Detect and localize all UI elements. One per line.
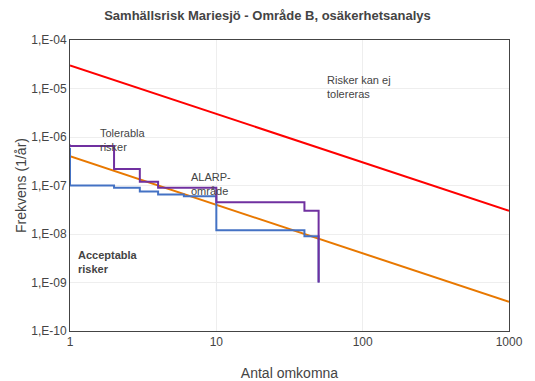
svg-text:Acceptablarisker: Acceptablarisker xyxy=(78,249,138,275)
svg-text:1,E-06: 1,E-06 xyxy=(31,130,67,144)
svg-text:Risker kan ejtolereras: Risker kan ejtolereras xyxy=(327,74,391,100)
svg-text:Tolerablarisker: Tolerablarisker xyxy=(100,127,146,153)
svg-text:ALARP-område: ALARP-område xyxy=(191,171,231,197)
svg-text:1,E-08: 1,E-08 xyxy=(31,227,67,241)
svg-text:1,E-04: 1,E-04 xyxy=(31,33,67,47)
svg-text:Frekvens (1/år): Frekvens (1/år) xyxy=(13,138,29,233)
svg-text:1,E-07: 1,E-07 xyxy=(31,179,67,193)
svg-text:100: 100 xyxy=(353,335,373,349)
svg-text:Samhällsrisk Mariesjö - Område: Samhällsrisk Mariesjö - Område B, osäker… xyxy=(104,8,431,23)
svg-text:1: 1 xyxy=(67,335,74,349)
svg-text:1,E-09: 1,E-09 xyxy=(31,276,67,290)
svg-text:10: 10 xyxy=(210,335,224,349)
svg-text:1,E-05: 1,E-05 xyxy=(31,82,67,96)
svg-text:Antal omkomna: Antal omkomna xyxy=(241,365,338,381)
svg-text:1,E-10: 1,E-10 xyxy=(31,324,67,338)
svg-text:1000: 1000 xyxy=(496,335,523,349)
